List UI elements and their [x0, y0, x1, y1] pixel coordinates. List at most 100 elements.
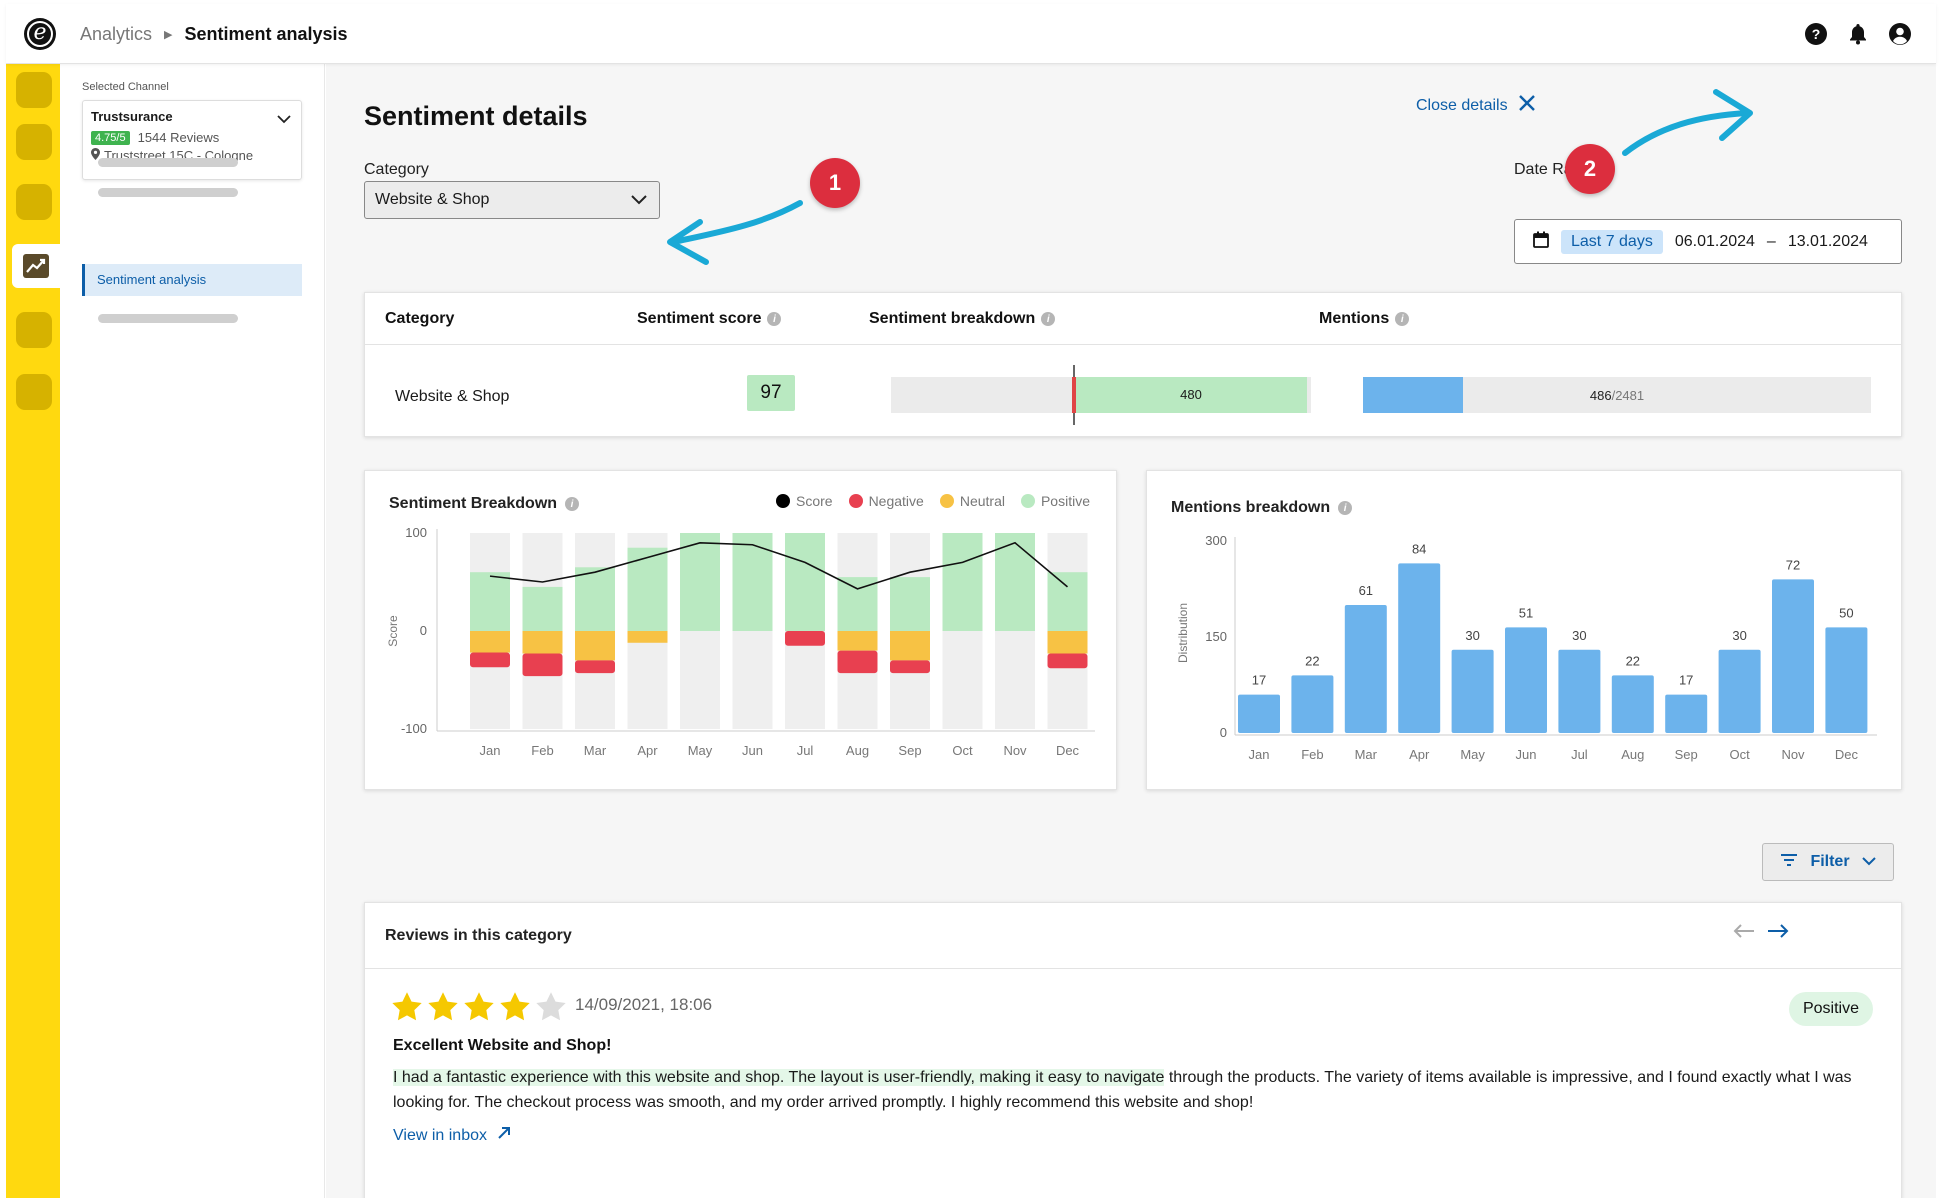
mentions-chart-xtick: Oct — [1729, 747, 1750, 762]
sentiment-chart-xtick: Jun — [742, 743, 763, 758]
sentiment-bar-neutral — [1047, 631, 1088, 654]
sentiment-bar-negative — [785, 631, 825, 646]
rail-item-2-icon[interactable] — [16, 124, 52, 160]
mentions-bar-label: 22 — [1305, 653, 1319, 668]
mentions-chart-title: Mentions breakdown i — [1171, 499, 1353, 517]
mentions-bar-label: 61 — [1359, 583, 1373, 598]
rail-item-3-icon[interactable] — [16, 184, 52, 220]
sentiment-chart-ytick: -100 — [401, 721, 427, 736]
filter-button[interactable]: Filter — [1762, 843, 1894, 881]
user-account-icon[interactable] — [1886, 20, 1914, 48]
breadcrumb: Analytics ▶ Sentiment analysis — [80, 24, 348, 45]
sentiment-bar-negative — [575, 660, 615, 674]
category-label: Category — [364, 161, 429, 178]
legend-neutral: Neutral — [939, 493, 1005, 509]
close-details-button[interactable]: Close details — [1416, 94, 1536, 117]
sentiment-chart-xtick: Mar — [584, 743, 607, 758]
view-in-inbox-link[interactable]: View in inbox — [393, 1126, 511, 1145]
sentiment-chart-xtick: Nov — [1003, 743, 1027, 758]
rail-item-analytics[interactable] — [12, 244, 60, 288]
star-filled-icon — [428, 992, 458, 1021]
sentiment-bar-positive — [470, 572, 510, 631]
date-from: 06.01.2024 — [1674, 232, 1755, 250]
mentions-chart-xtick: Jun — [1516, 747, 1537, 762]
sentiment-bar-positive — [995, 533, 1035, 631]
mentions-bar-label: 72 — [1786, 557, 1800, 572]
channel-rating-badge: 4.75/5 — [91, 130, 130, 145]
location-pin-icon — [91, 148, 100, 163]
mentions-chart-ytick: 0 — [1220, 725, 1227, 740]
sentiment-bar-positive — [522, 586, 563, 631]
legend-positive: Positive — [1020, 493, 1090, 509]
channel-selector[interactable]: Trustsurance 4.75/5 1544 Reviews Trustst… — [82, 100, 302, 180]
sentiment-chart-xtick: Dec — [1056, 743, 1080, 758]
legend-negative: Negative — [848, 493, 924, 509]
sentiment-bar-neutral — [522, 631, 563, 654]
notifications-bell-icon[interactable] — [1844, 20, 1872, 48]
info-icon[interactable]: i — [1338, 501, 1353, 515]
arrow-left-icon[interactable] — [1733, 923, 1755, 944]
rail-item-1-icon[interactable] — [16, 72, 52, 108]
date-preset-chip[interactable]: Last 7 days — [1561, 229, 1663, 254]
close-details-label: Close details — [1416, 96, 1508, 114]
nav-placeholder-3[interactable] — [98, 314, 238, 323]
mentions-bar — [1611, 675, 1654, 733]
mentions-chart-xtick: Apr — [1409, 747, 1430, 762]
sentiment-chart-xtick: Sep — [898, 743, 921, 758]
date-range-picker[interactable]: Last 7 days 06.01.2024 – 13.01.2024 — [1514, 219, 1902, 264]
sentiment-score-line — [489, 541, 1069, 590]
sentiment-chart-xtick: Apr — [637, 743, 658, 758]
mentions-chart-xtick: Aug — [1621, 747, 1644, 762]
sentiment-chart-xtick: Jan — [480, 743, 501, 758]
sentiment-chart-ytick: 0 — [420, 623, 427, 638]
reviews-title: Reviews in this category — [385, 927, 572, 944]
sentiment-chart-xtick: Feb — [531, 743, 553, 758]
mentions-chart-ytick: 150 — [1205, 629, 1227, 644]
mentions-bar — [1772, 579, 1814, 733]
date-to: 13.01.2024 — [1787, 232, 1868, 250]
annotation-badge-2: 2 — [1565, 144, 1615, 194]
mentions-bar-label: 51 — [1519, 605, 1533, 620]
category-select[interactable]: Website & Shop — [364, 181, 660, 219]
arrow-right-icon[interactable] — [1767, 923, 1789, 944]
main-content: Sentiment details Close details Category… — [326, 64, 1936, 1198]
sentiment-breakdown-positive: 480 — [1075, 377, 1307, 413]
rail-item-6-icon[interactable] — [16, 374, 52, 410]
sentiment-breakdown-bar: 480 — [891, 365, 1311, 425]
sentiment-bar-negative — [837, 650, 878, 674]
selected-channel-label: Selected Channel — [82, 81, 169, 93]
help-icon[interactable]: ? — [1802, 20, 1830, 48]
sentiment-bar-negative — [1047, 653, 1088, 669]
rail-item-5-icon[interactable] — [16, 312, 52, 348]
svg-text:?: ? — [1812, 26, 1821, 42]
mentions-bar — [1665, 694, 1708, 733]
star-filled-icon — [392, 992, 422, 1021]
breadcrumb-parent[interactable]: Analytics — [80, 24, 153, 44]
nav-placeholder-1[interactable] — [98, 158, 238, 167]
review-highlighted-text: I had a fantastic experience with this w… — [393, 1069, 1165, 1086]
info-icon[interactable]: i — [1395, 312, 1410, 326]
nav-item-sentiment-analysis[interactable]: Sentiment analysis — [82, 264, 302, 296]
filter-lines-icon — [1780, 853, 1798, 872]
sentiment-bar-neutral — [575, 631, 615, 661]
info-icon[interactable]: i — [1041, 312, 1056, 326]
external-link-arrow-icon — [497, 1126, 511, 1145]
sentiment-chart-svg: Score 100 0 -100 Jan Feb Mar Apr May Jun Jul Aug Sep… — [386, 525, 1095, 758]
mentions-bar-text: 486/2481 — [1589, 388, 1645, 403]
info-icon[interactable]: i — [767, 312, 782, 326]
info-icon[interactable]: i — [565, 497, 580, 511]
sentiment-bar-positive — [627, 547, 668, 631]
star-filled-icon — [500, 992, 530, 1021]
nav-placeholder-2[interactable] — [98, 188, 238, 197]
app-logo-icon[interactable]: e — [24, 18, 56, 50]
header-category: Category — [385, 310, 455, 327]
reviews-header: Reviews in this category — [365, 903, 1901, 969]
sentiment-summary-table: Category Sentiment score i Sentiment brea… — [364, 292, 1902, 437]
calendar-icon — [1533, 231, 1549, 253]
mentions-bar-fill — [1363, 377, 1463, 413]
mentions-bar-label: 30 — [1572, 628, 1586, 643]
mentions-bar-label: 50 — [1839, 605, 1853, 620]
header-sentiment-score: Sentiment score i — [637, 310, 782, 328]
top-bar: e Analytics ▶ Sentiment analysis ? — [6, 4, 1936, 64]
sentiment-bar-neutral — [890, 631, 930, 661]
